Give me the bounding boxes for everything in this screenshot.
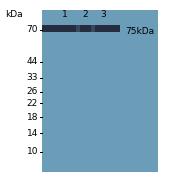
Text: 44: 44 — [27, 57, 38, 66]
Text: 75kDa: 75kDa — [125, 28, 154, 37]
Text: 26: 26 — [27, 87, 38, 96]
Bar — [42, 25, 120, 32]
Text: 2: 2 — [82, 10, 88, 19]
Bar — [76, 25, 80, 32]
Text: 10: 10 — [26, 147, 38, 156]
Text: 3: 3 — [100, 10, 106, 19]
Text: 18: 18 — [26, 112, 38, 122]
Text: 14: 14 — [27, 129, 38, 138]
Text: 33: 33 — [26, 73, 38, 82]
Text: 22: 22 — [27, 98, 38, 107]
Text: kDa: kDa — [5, 10, 23, 19]
Text: 70: 70 — [26, 26, 38, 35]
Text: 1: 1 — [62, 10, 68, 19]
Bar — [42, 10, 158, 172]
Bar — [91, 25, 95, 32]
